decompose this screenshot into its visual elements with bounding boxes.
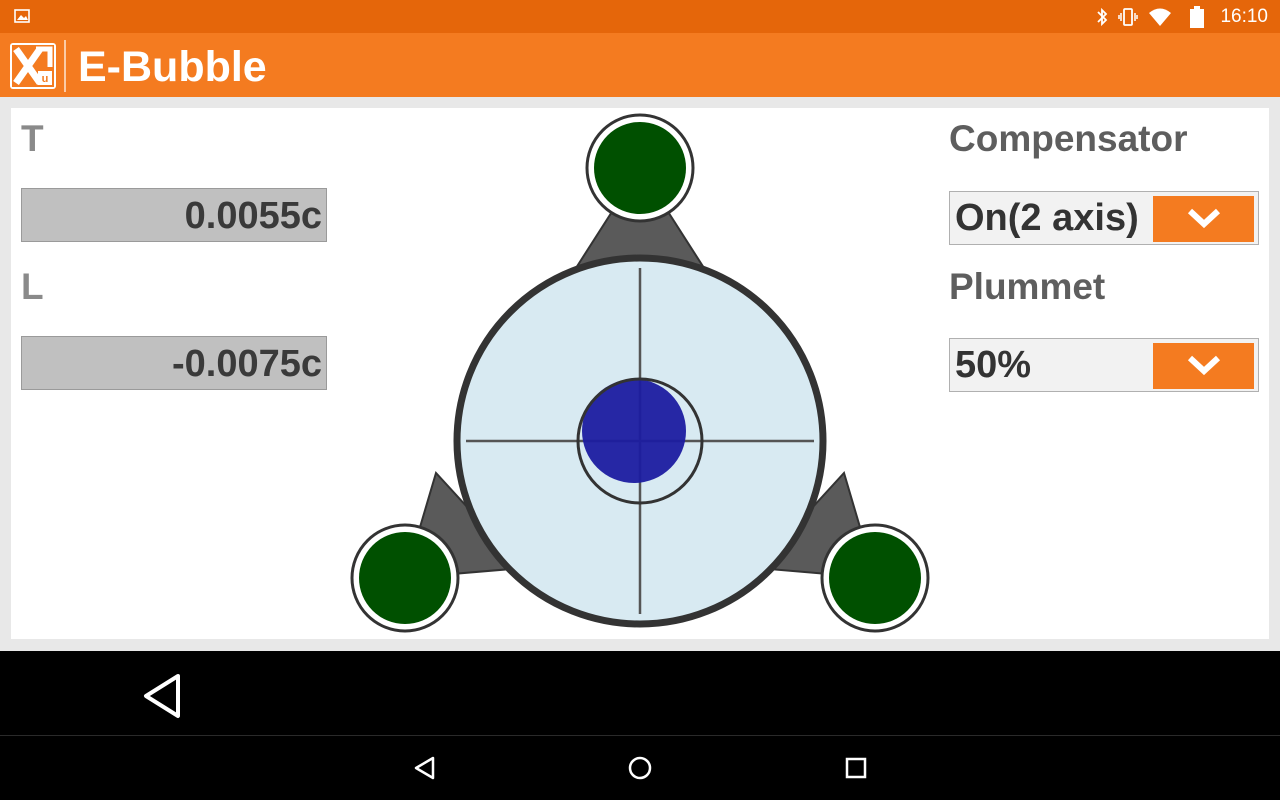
t-value-field: 0.0055c (21, 188, 327, 242)
compensator-select[interactable]: On(2 axis) (949, 191, 1259, 245)
svg-text:u: u (42, 73, 49, 85)
level-bubble (582, 379, 686, 483)
image-icon (14, 9, 30, 23)
plummet-select[interactable]: 50% (949, 338, 1259, 392)
app-nav-bar (0, 651, 1280, 735)
recents-icon[interactable] (845, 757, 867, 779)
wifi-icon (1149, 8, 1172, 26)
foot-screw-top (585, 113, 695, 223)
compensator-label: Compensator (949, 118, 1188, 159)
plummet-label: Plummet (949, 266, 1106, 307)
back-triangle-icon[interactable] (140, 673, 184, 719)
system-nav-bar (0, 736, 1280, 800)
compensator-selected-value: On(2 axis) (955, 197, 1139, 239)
back-icon[interactable] (413, 756, 437, 780)
home-icon[interactable] (628, 756, 652, 780)
l-value-field: -0.0075c (21, 336, 327, 390)
chevron-down-icon (1187, 208, 1221, 229)
foot-screw-left (350, 523, 460, 633)
status-bar: 16:10 (0, 0, 1280, 33)
app-logo-icon[interactable]: u (10, 43, 56, 89)
main-panel: T 0.0055c L -0.0075c (11, 108, 1269, 639)
target-ring (576, 377, 704, 505)
electronic-bubble (350, 113, 930, 633)
plummet-selected-value: 50% (955, 344, 1032, 386)
bluetooth-icon (1097, 7, 1108, 26)
clock: 16:10 (1220, 5, 1268, 27)
app-bar-divider (64, 40, 66, 92)
compensator-dropdown-button[interactable] (1153, 196, 1254, 242)
l-axis-label: L (21, 266, 44, 307)
app-bar: u E-Bubble (0, 33, 1280, 97)
vibrate-icon (1118, 7, 1139, 26)
foot-screw-right (820, 523, 930, 633)
app-title: E-Bubble (78, 43, 267, 91)
battery-icon (1190, 5, 1205, 28)
t-axis-label: T (21, 118, 44, 159)
chevron-down-icon (1187, 355, 1221, 376)
plummet-dropdown-button[interactable] (1153, 343, 1254, 389)
nav-separator (0, 735, 1280, 736)
